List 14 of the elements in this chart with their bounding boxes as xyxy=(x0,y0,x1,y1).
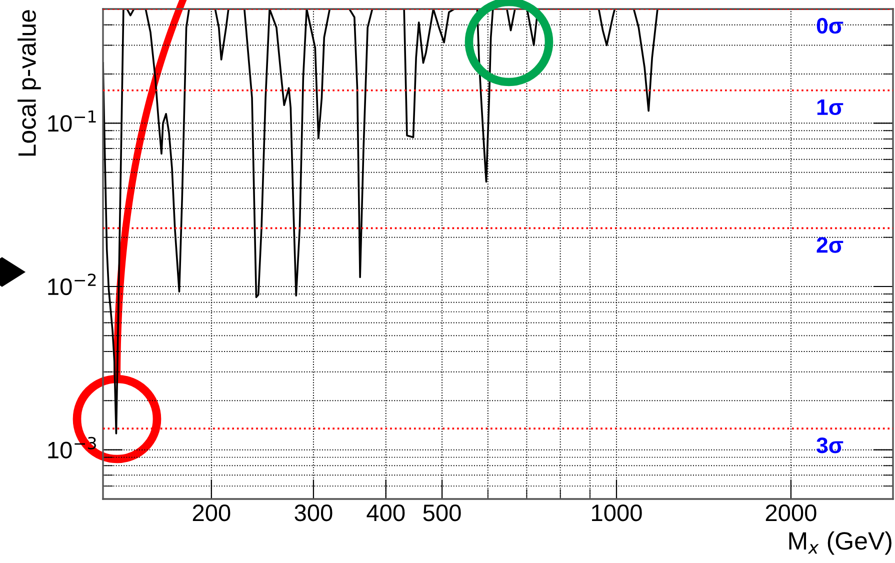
x-tick-label: 300 xyxy=(294,504,332,522)
y-tick-label: 10$^{−1}$ xyxy=(48,110,96,132)
y-axis-title: Local p-value xyxy=(18,10,41,156)
ref-line-label: 3σ xyxy=(816,437,844,454)
ref-line-label: 2σ xyxy=(816,237,844,253)
x-tick-label: 500 xyxy=(423,504,461,522)
x-tick-label: 1000 xyxy=(592,504,642,522)
ref-line-label: 1σ xyxy=(817,100,844,116)
x-tick-label: 400 xyxy=(366,504,405,522)
x-tick-label: 2000 xyxy=(766,504,816,522)
x-axis-title: M$_{x}$ (GeV) xyxy=(789,531,892,555)
ref-line-label: 0σ xyxy=(816,18,844,34)
y-tick-label: 10$^{−2}$ xyxy=(48,274,96,296)
x-tick-label: 200 xyxy=(192,504,230,522)
